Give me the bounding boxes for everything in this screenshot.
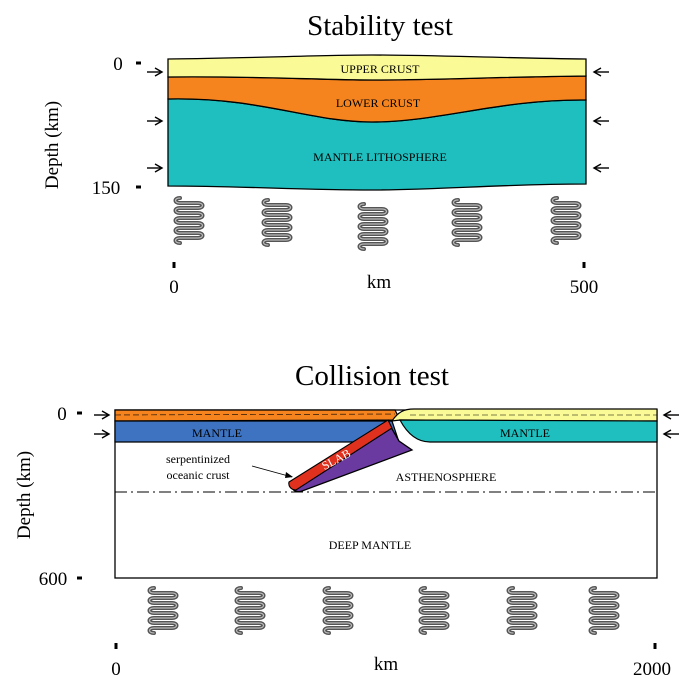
left-crust-layer <box>114 409 401 422</box>
collision-xtick-2000: 2000 <box>633 659 671 679</box>
serpentinized-crust <box>288 419 393 491</box>
collision-xtick-0: 0 <box>111 659 121 679</box>
spring-icon <box>147 586 179 635</box>
spring-icon <box>173 196 205 245</box>
spring-icon <box>357 202 389 251</box>
arrow-left-icon <box>593 116 610 126</box>
mantle-right-label: MANTLE <box>500 426 550 440</box>
spring-icon <box>506 586 538 635</box>
arrow-left-icon <box>663 410 680 420</box>
left-mantle-layer <box>114 420 400 443</box>
arrow-right-icon <box>146 67 163 77</box>
upper-crust-label: UPPER CRUST <box>340 62 420 76</box>
spring-icon <box>418 586 450 635</box>
arrow-right-icon <box>93 429 110 439</box>
upper-crust-layer <box>167 54 587 81</box>
stability-test-panel: Stability test UPPER CRUST LOWER CRUST M… <box>42 10 610 298</box>
right-crust-layer <box>390 408 658 422</box>
right-mantle-layer <box>398 419 658 443</box>
spring-icon <box>234 586 266 635</box>
arrow-left-icon <box>663 429 680 439</box>
asthenosphere-label: ASTHENOSPHERE <box>396 470 497 484</box>
serpentinized-pointer-arrowhead <box>285 472 293 478</box>
spring-icon <box>322 586 354 635</box>
arrow-right-icon <box>146 163 163 173</box>
spring-icon <box>451 198 483 247</box>
mantle-left-label: MANTLE <box>192 426 242 440</box>
arrow-left-icon <box>593 163 610 173</box>
stability-title: Stability test <box>307 10 453 42</box>
spring-icon <box>550 196 582 245</box>
lower-crust-label: LOWER CRUST <box>336 96 421 110</box>
serpentinized-label-line1: serpentinized <box>166 452 230 466</box>
stability-xlabel: km <box>367 272 392 293</box>
collision-xlabel: km <box>374 654 399 675</box>
stability-ylabel: Depth (km) <box>42 101 63 189</box>
stability-ytick-150: 150 <box>92 178 121 199</box>
mantle-lithosphere-label: MANTLE LITHOSPHERE <box>313 150 447 164</box>
collision-ylabel: Depth (km) <box>14 451 35 539</box>
collision-ytick-0: 0 <box>57 404 67 425</box>
collision-ytick-600: 600 <box>39 569 68 590</box>
spring-icon <box>261 198 293 247</box>
arrow-right-icon <box>93 410 110 420</box>
stability-xtick-0: 0 <box>169 277 179 298</box>
left-crust-marker-line <box>114 413 396 416</box>
spring-icon <box>588 586 620 635</box>
stability-xtick-500: 500 <box>570 277 599 298</box>
collision-title: Collision test <box>295 360 449 392</box>
arrow-right-icon <box>146 116 163 126</box>
serpentinized-label-line2: oceanic crust <box>167 468 231 482</box>
arrow-left-icon <box>593 67 610 77</box>
collision-test-panel: Collision test SLAB MANTLE MANTLE serpen… <box>14 360 680 679</box>
deep-mantle-label: DEEP MANTLE <box>329 538 412 552</box>
serpentinized-pointer-line <box>251 465 293 478</box>
stability-ytick-0: 0 <box>113 54 123 75</box>
